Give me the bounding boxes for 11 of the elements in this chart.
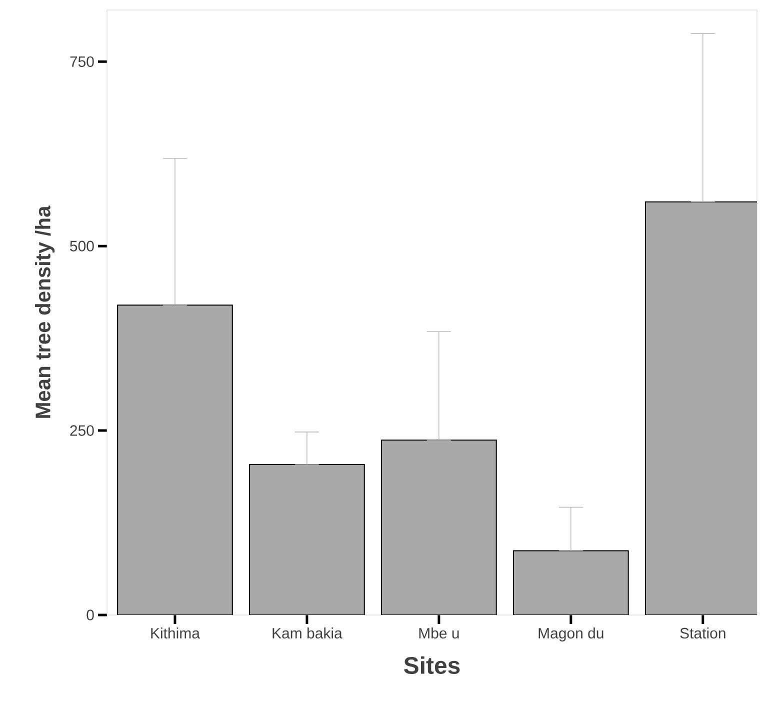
y-tick-label: 750	[70, 56, 94, 67]
y-axis-title: Mean tree density /ha	[35, 206, 55, 418]
x-tick-label: Magon du	[538, 628, 604, 642]
y-tick-label: 250	[70, 425, 94, 436]
y-tick-label: 0	[86, 610, 94, 620]
y-tick-label: 500	[70, 240, 94, 252]
x-tick-label: Mbe u	[419, 628, 459, 639]
x-tick-label: Kithima	[151, 628, 200, 639]
x-axis-title: Sites	[404, 656, 460, 674]
x-tick-label: Kam bakia	[272, 628, 342, 639]
x-tick-label: Station	[680, 628, 726, 639]
